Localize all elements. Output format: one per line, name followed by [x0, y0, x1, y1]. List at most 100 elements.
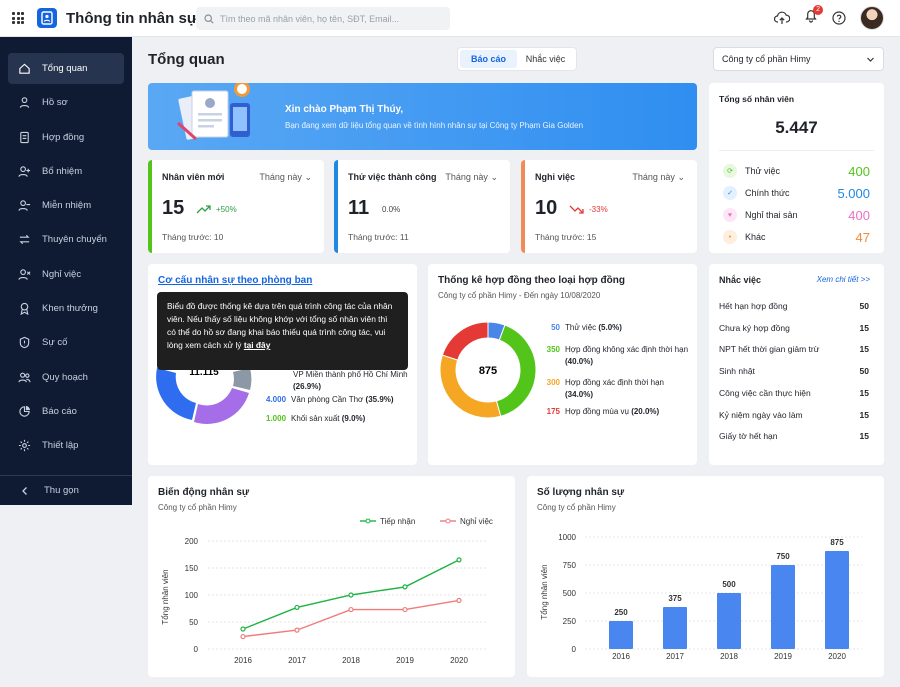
- reminder-row[interactable]: Hết hạn hợp đồng 50: [719, 301, 869, 311]
- data-point: [402, 584, 408, 590]
- search-icon: [204, 13, 214, 24]
- sidebar-item-0[interactable]: Tổng quan: [8, 53, 124, 84]
- contract-legend-item: 50 Thử việc (5.0%): [551, 323, 622, 332]
- line-chart-subtitle: Công ty cổ phần Himy: [158, 503, 237, 512]
- info-tooltip: Biểu đồ được thống kê dựa trên quá trình…: [157, 292, 408, 370]
- data-point: [456, 557, 462, 563]
- staff-change-card: Biến động nhân sự Công ty cổ phần Himy 0…: [148, 476, 515, 677]
- reminder-row[interactable]: NPT hết thời gian giảm trừ 15: [719, 344, 869, 355]
- sidebar-item-1[interactable]: Hồ sơ: [8, 87, 124, 118]
- stat-change: -33%: [569, 205, 608, 214]
- contract-stats-subtitle: Công ty cổ phần Himy - Đến ngày 10/08/20…: [438, 291, 601, 300]
- collapse-button[interactable]: Thu gọn: [0, 475, 132, 505]
- donut-center-value: 875: [479, 365, 497, 377]
- document-icon: [20, 131, 29, 143]
- view-tabs: Báo cáo Nhắc việc: [457, 47, 577, 71]
- contract-donut-slice: [487, 321, 506, 341]
- y-tick-label: 150: [185, 564, 199, 573]
- donut-center-value: 11.115: [189, 367, 219, 378]
- data-point: [240, 633, 246, 640]
- apps-grid-icon[interactable]: [12, 12, 24, 24]
- sidebar-item-label: Hợp đồng: [42, 131, 85, 143]
- department-structure-title[interactable]: Cơ cấu nhân sự theo phòng ban: [158, 275, 313, 286]
- sidebar-item-5[interactable]: Thuyên chuyển: [8, 224, 124, 255]
- line-chart: 0 50 100 150 200 2016 2017 2018 2019 2020 Tổng nhâ…: [161, 517, 493, 665]
- tooltip-link[interactable]: tại đây: [243, 340, 271, 350]
- reminder-row[interactable]: Chưa ký hợp đồng 15: [719, 322, 869, 333]
- banner-subtitle: Bạn đang xem dữ liệu tổng quan về tình h…: [285, 121, 584, 130]
- bar-value-label: 375: [668, 594, 682, 603]
- total-row-other: • Khác 47: [723, 229, 870, 245]
- transfer-icon: [19, 235, 30, 245]
- reminder-row[interactable]: Giấy tờ hết hạn 15: [719, 431, 869, 442]
- contract-donut-slice: [495, 324, 537, 417]
- stat-previous: Tháng trước: 15: [535, 232, 597, 242]
- y-tick-label: 1000: [558, 533, 576, 542]
- cloud-upload-icon[interactable]: [774, 11, 790, 25]
- data-point: [456, 597, 462, 604]
- tab-nhac-viec[interactable]: Nhắc việc: [525, 54, 566, 64]
- y-tick-label: 0: [194, 645, 199, 654]
- shield-icon: [19, 337, 30, 349]
- y-tick-label: 100: [185, 591, 199, 600]
- sidebar-item-7[interactable]: Khen thưởng: [8, 293, 124, 324]
- stat-accent-bar: [521, 160, 525, 253]
- department-legend-item: VP Miền thành phố Hồ Chí Minh (26.9%): [293, 370, 408, 391]
- legend-marker: [445, 518, 451, 524]
- reminders-card: Nhắc việc Xem chi tiết >> Hết hạn hợp đồ…: [709, 264, 884, 465]
- company-select[interactable]: Công ty cổ phần Himy: [713, 47, 884, 71]
- line-chart-title: Biến động nhân sự: [158, 487, 250, 498]
- sidebar-item-label: Sự cố: [42, 337, 68, 349]
- sidebar-item-2[interactable]: Hợp đồng: [8, 122, 124, 153]
- reminder-row[interactable]: Công việc cần thực hiện 15: [719, 387, 869, 398]
- reminder-row[interactable]: Sinh nhật 50: [719, 366, 869, 377]
- sidebar-item-3[interactable]: Bổ nhiệm: [8, 156, 124, 187]
- bar-value-label: 750: [776, 552, 790, 561]
- x-tick-label: 2019: [396, 656, 414, 665]
- other-icon: •: [723, 230, 737, 244]
- tab-bao-cao[interactable]: Báo cáo: [460, 50, 517, 68]
- view-details-link[interactable]: Xem chi tiết >>: [816, 275, 870, 284]
- department-donut: 11.115: [156, 367, 252, 424]
- stat-label: Thử việc thành công: [348, 172, 437, 182]
- gear-icon: [18, 440, 31, 452]
- chevron-down-icon: ⌄: [304, 172, 312, 182]
- contract-stats-title: Thống kê hợp đồng theo loại hợp đồng: [438, 275, 625, 286]
- period-select[interactable]: Tháng này ⌄: [445, 172, 498, 182]
- trend-up-icon: [196, 205, 211, 214]
- y-tick-label: 0: [572, 645, 577, 654]
- x-tick-label: 2016: [234, 656, 252, 665]
- sidebar-item-label: Thiết lập: [42, 440, 79, 452]
- stat-value: 11: [348, 197, 370, 219]
- data-point: [294, 604, 300, 611]
- bar-value-label: 250: [614, 608, 628, 617]
- reminder-row[interactable]: Kỷ niệm ngày vào làm 15: [719, 409, 869, 420]
- bar: [717, 593, 741, 649]
- y-tick-label: 250: [563, 617, 577, 626]
- sidebar-item-10[interactable]: Báo cáo: [8, 396, 124, 427]
- notification-button[interactable]: 2: [804, 5, 823, 28]
- y-tick-label: 200: [185, 537, 199, 546]
- contract-donut: 875: [439, 321, 537, 419]
- sidebar-item-11[interactable]: Thiết lập: [8, 430, 124, 461]
- sidebar-item-8[interactable]: Sự cố: [8, 327, 124, 358]
- period-select[interactable]: Tháng này ⌄: [259, 172, 312, 182]
- stat-accent-bar: [148, 160, 152, 253]
- home-icon: [19, 63, 30, 74]
- user-avatar[interactable]: [860, 6, 884, 30]
- period-select[interactable]: Tháng này ⌄: [632, 172, 685, 182]
- stat-card-probation: Thử việc thành công Tháng này ⌄ 11 0.0% …: [334, 160, 510, 253]
- sidebar-item-label: Khen thưởng: [42, 303, 98, 315]
- sidebar-item-label: Thuyên chuyển: [42, 234, 107, 246]
- pie-chart-icon: [19, 405, 31, 417]
- reminders-title: Nhắc việc: [719, 275, 762, 285]
- contract-legend-item: 300 Hợp đồng xác định thời hạn (34.0%): [546, 378, 664, 399]
- stat-label: Nhân viên mới: [162, 172, 225, 182]
- y-axis-label: Tổng nhân viên: [161, 569, 170, 624]
- sidebar-item-4[interactable]: Miễn nhiệm: [8, 190, 124, 221]
- sidebar-item-6[interactable]: Nghỉ việc: [8, 259, 124, 290]
- help-icon[interactable]: [832, 11, 846, 25]
- search-input[interactable]: Tìm theo mã nhân viên, họ tên, SĐT, Emai…: [196, 7, 450, 30]
- x-tick-label: 2017: [288, 656, 306, 665]
- sidebar-item-9[interactable]: Quy hoạch: [8, 362, 124, 393]
